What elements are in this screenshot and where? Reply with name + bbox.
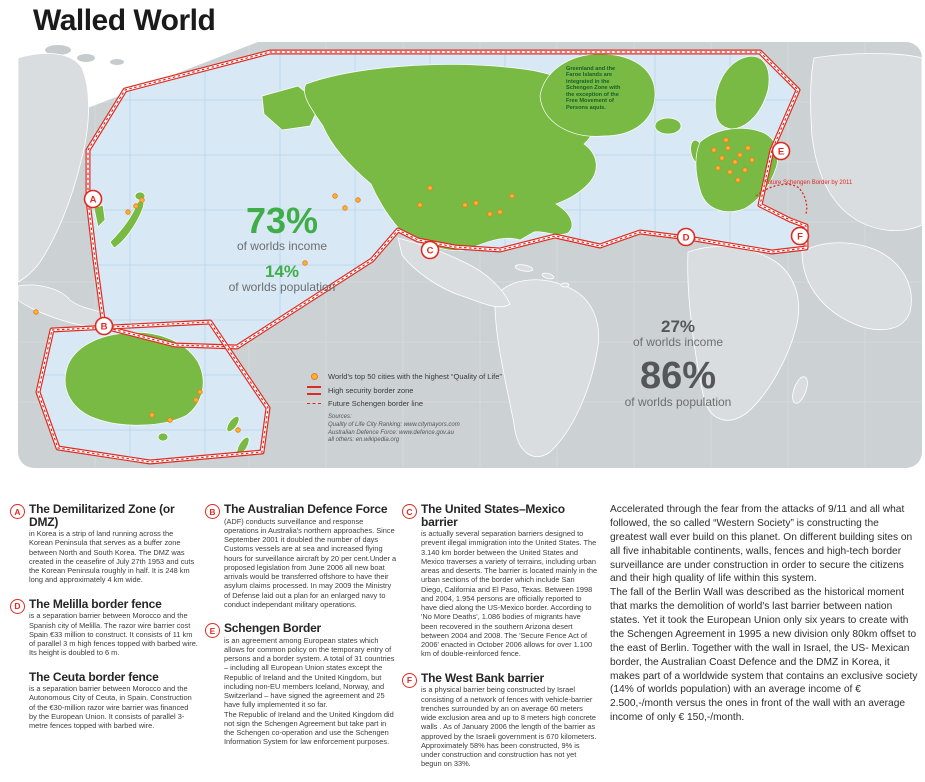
footnote-column-2: B The Australian Defence Force (ADF) con… bbox=[205, 503, 397, 760]
entry-melilla: D The Melilla border fence is a separati… bbox=[10, 598, 198, 658]
walled-world-map: A B C D E F Walled World Greenland and t… bbox=[17, 4, 923, 468]
footnote-column-3: C The United States–Mexico barrier is ac… bbox=[402, 503, 598, 782]
essay-paragraph-2: The fall of the Berlin Wall was describe… bbox=[610, 587, 918, 724]
marker-b-badge: B bbox=[205, 504, 220, 519]
sources-block: Sources: Quality of Life City Ranking: w… bbox=[328, 414, 536, 445]
legend-label-cities: World's top 50 cities with the highest “… bbox=[328, 372, 502, 381]
entry-adf: B The Australian Defence Force (ADF) con… bbox=[205, 503, 397, 609]
marker-f: F bbox=[790, 226, 810, 246]
entry-us-mexico: C The United States–Mexico barrier is ac… bbox=[402, 503, 598, 659]
legend-item-cities: World's top 50 cities with the highest “… bbox=[306, 372, 536, 381]
barrier-markers: A B C D E F bbox=[83, 141, 810, 336]
marker-f-badge: F bbox=[402, 672, 417, 688]
outside-income-value: 27% bbox=[660, 317, 696, 336]
entry-title: The United States–Mexico barrier bbox=[421, 502, 565, 529]
svg-text:C: C bbox=[427, 246, 434, 257]
legend-label-security: High security border zone bbox=[328, 385, 414, 395]
outside-population-value: 86% bbox=[639, 355, 717, 398]
entry-title: The Australian Defence Force bbox=[224, 502, 388, 516]
marker-a-badge: A bbox=[10, 504, 25, 519]
inside-population-label: of worlds population bbox=[228, 280, 336, 295]
inside-population-value: 14% bbox=[264, 262, 300, 282]
wall-border bbox=[35, 49, 809, 465]
legend-item-future: Future Schengen border line bbox=[306, 399, 536, 408]
svg-text:B: B bbox=[101, 322, 108, 333]
marker-c: C bbox=[420, 240, 440, 260]
entry-title: The Ceuta border fence bbox=[29, 669, 159, 684]
entry-body: is a separation barrier between Morocco … bbox=[29, 611, 198, 658]
entry-title: The Demilitarized Zone (or DMZ) bbox=[29, 502, 175, 529]
greenland-note: Greenland and the Faroe Islands are inte… bbox=[566, 66, 621, 111]
dashed-border-icon bbox=[307, 403, 321, 404]
marker-d-badge: D bbox=[10, 598, 25, 614]
outside-population-label: of worlds population bbox=[624, 395, 732, 410]
essay-column: Accelerated through the fear from the at… bbox=[610, 503, 918, 725]
entry-dmz: A The Demilitarized Zone (or DMZ) in Kor… bbox=[10, 503, 198, 585]
outside-wall-stats: 27% of worlds income 86% of worlds popul… bbox=[608, 318, 748, 409]
svg-text:E: E bbox=[778, 147, 784, 158]
legend-item-security: High security border zone bbox=[306, 385, 536, 395]
svg-text:A: A bbox=[90, 195, 97, 206]
entry-title: The West Bank barrier bbox=[421, 670, 544, 685]
source-line: Quality of Life City Ranking: www.cityma… bbox=[328, 421, 460, 428]
source-line: all others: en.wikipedia.org bbox=[328, 437, 400, 444]
entry-body: is a physical barrier being constructed … bbox=[421, 685, 597, 769]
svg-text:F: F bbox=[797, 232, 803, 243]
page-title: Walled World bbox=[33, 4, 216, 37]
security-border-icon bbox=[307, 385, 321, 395]
marker-e: E bbox=[771, 141, 791, 161]
footnote-column-1: A The Demilitarized Zone (or DMZ) in Kor… bbox=[10, 503, 198, 743]
entry-title: Schengen Border bbox=[224, 621, 322, 636]
sources-heading: Sources: bbox=[328, 414, 352, 420]
marker-b: B bbox=[94, 316, 114, 336]
essay-paragraph-1: Accelerated through the fear from the at… bbox=[610, 504, 913, 585]
entry-ceuta: The Ceuta border fence is a separation b… bbox=[10, 669, 198, 731]
entry-body: is a separation barrier between Morocco … bbox=[29, 684, 192, 731]
marker-c-badge: C bbox=[402, 504, 417, 519]
inside-wall-stats: 73% of worlds income 14% of worlds popul… bbox=[212, 203, 352, 294]
marker-e-badge: E bbox=[205, 623, 220, 639]
entry-west-bank: F The West Bank barrier is a physical ba… bbox=[402, 672, 598, 769]
svg-text:D: D bbox=[683, 233, 690, 244]
future-schengen-label: Future Schengen Border by 2011 bbox=[764, 180, 853, 186]
outside-land-layer bbox=[17, 53, 923, 457]
entry-title: The Melilla border fence bbox=[29, 596, 162, 611]
entry-body: in Korea is a strip of land running acro… bbox=[29, 529, 195, 585]
entry-schengen: E Schengen Border is an agreement among … bbox=[205, 622, 397, 747]
entry-body: (ADF) conducts surveillance and response… bbox=[224, 516, 397, 609]
map-legend: World's top 50 cities with the highest “… bbox=[306, 372, 536, 445]
world-map-svg: A B C D E F bbox=[17, 42, 923, 468]
inside-income-label: of worlds income bbox=[236, 239, 328, 253]
marker-d: D bbox=[676, 227, 696, 247]
source-line: Australian Defence Force: www.defence.go… bbox=[328, 429, 454, 436]
inside-income-value: 73% bbox=[245, 200, 319, 241]
marker-a: A bbox=[83, 189, 103, 209]
outside-income-label: of worlds income bbox=[632, 335, 724, 349]
legend-label-future: Future Schengen border line bbox=[328, 399, 424, 408]
entry-body: is actually several separation barriers … bbox=[421, 529, 598, 659]
city-dot-icon bbox=[310, 373, 318, 380]
entry-body: is an agreement among European states wh… bbox=[224, 635, 395, 747]
city-dots-layer bbox=[33, 137, 755, 433]
